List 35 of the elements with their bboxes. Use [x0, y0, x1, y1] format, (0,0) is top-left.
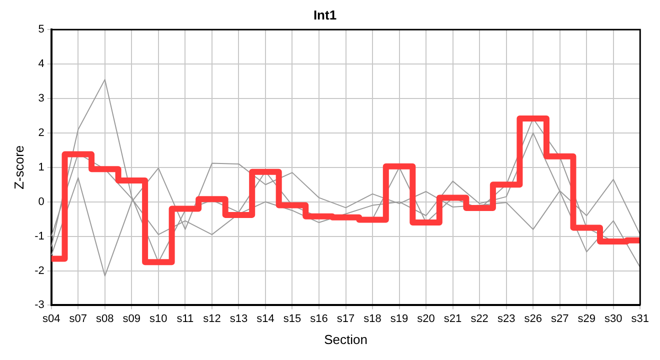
y-tick-label: 3	[38, 92, 44, 105]
x-tick-label: s22	[470, 312, 488, 325]
x-tick-label: s13	[230, 312, 248, 325]
x-tick-label: s17	[336, 312, 355, 325]
x-tick-label: s14	[256, 312, 274, 325]
y-tick-label: 4	[38, 58, 44, 70]
y-tick-label: 0	[38, 196, 44, 208]
x-tick-label: s11	[176, 312, 194, 325]
x-tick-label: s21	[444, 312, 462, 325]
y-tick-label: 1	[38, 161, 44, 174]
x-tick-label: s12	[203, 312, 221, 325]
y-tick-label: -1	[34, 230, 44, 242]
x-tick-label: s10	[150, 312, 168, 325]
y-tick-label: -2	[34, 264, 44, 277]
x-tick-label: s26	[524, 312, 542, 325]
x-tick-label: s23	[497, 312, 516, 325]
x-tick-label: s18	[364, 312, 382, 325]
x-tick-label: s15	[283, 312, 302, 325]
x-tick-label: s19	[390, 312, 408, 325]
x-tick-label: s27	[550, 312, 569, 325]
y-tick-label: 2	[38, 126, 44, 139]
x-tick-label: s20	[417, 312, 435, 325]
x-tick-label: s04	[42, 312, 60, 325]
chart-title: Int1	[313, 7, 337, 22]
x-tick-label: s30	[604, 312, 622, 325]
x-tick-label: s07	[69, 312, 88, 325]
x-tick-label: s08	[96, 312, 114, 325]
x-tick-label: s16	[310, 312, 328, 325]
y-tick-label: 5	[38, 24, 44, 36]
y-tick-label: -3	[34, 299, 44, 312]
y-axis-title: Z-score	[11, 145, 26, 190]
x-axis-title: Section	[324, 332, 368, 347]
x-tick-label: s29	[578, 312, 596, 325]
x-tick-label: s31	[631, 312, 650, 325]
x-tick-label: s09	[122, 312, 141, 325]
